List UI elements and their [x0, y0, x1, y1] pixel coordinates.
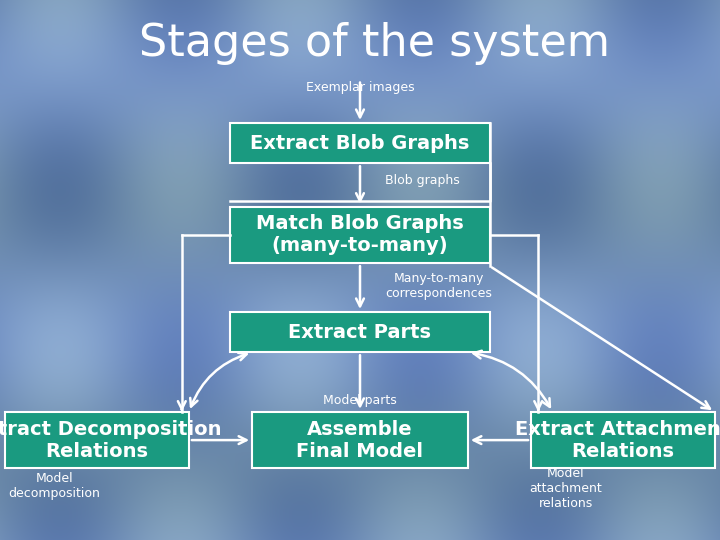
Text: Extract Decomposition
Relations: Extract Decomposition Relations — [0, 420, 222, 461]
FancyBboxPatch shape — [230, 206, 490, 263]
FancyBboxPatch shape — [230, 123, 490, 163]
FancyBboxPatch shape — [6, 411, 189, 468]
Text: Model
attachment
relations: Model attachment relations — [529, 467, 602, 510]
Text: Match Blob Graphs
(many-to-many): Match Blob Graphs (many-to-many) — [256, 214, 464, 255]
Text: Assemble
Final Model: Assemble Final Model — [297, 420, 423, 461]
FancyBboxPatch shape — [531, 411, 714, 468]
Text: Extract Blob Graphs: Extract Blob Graphs — [251, 133, 469, 153]
FancyBboxPatch shape — [230, 312, 490, 352]
Text: Model
decomposition: Model decomposition — [9, 472, 101, 500]
Text: Many-to-many
correspondences: Many-to-many correspondences — [385, 272, 492, 300]
FancyBboxPatch shape — [252, 411, 468, 468]
Text: Blob graphs: Blob graphs — [385, 174, 460, 187]
Text: Exemplar images: Exemplar images — [306, 82, 414, 94]
Text: Model parts: Model parts — [323, 394, 397, 407]
Text: Extract Attachment
Relations: Extract Attachment Relations — [516, 420, 720, 461]
Text: Extract Parts: Extract Parts — [289, 322, 431, 342]
Text: Stages of the system: Stages of the system — [139, 22, 610, 65]
